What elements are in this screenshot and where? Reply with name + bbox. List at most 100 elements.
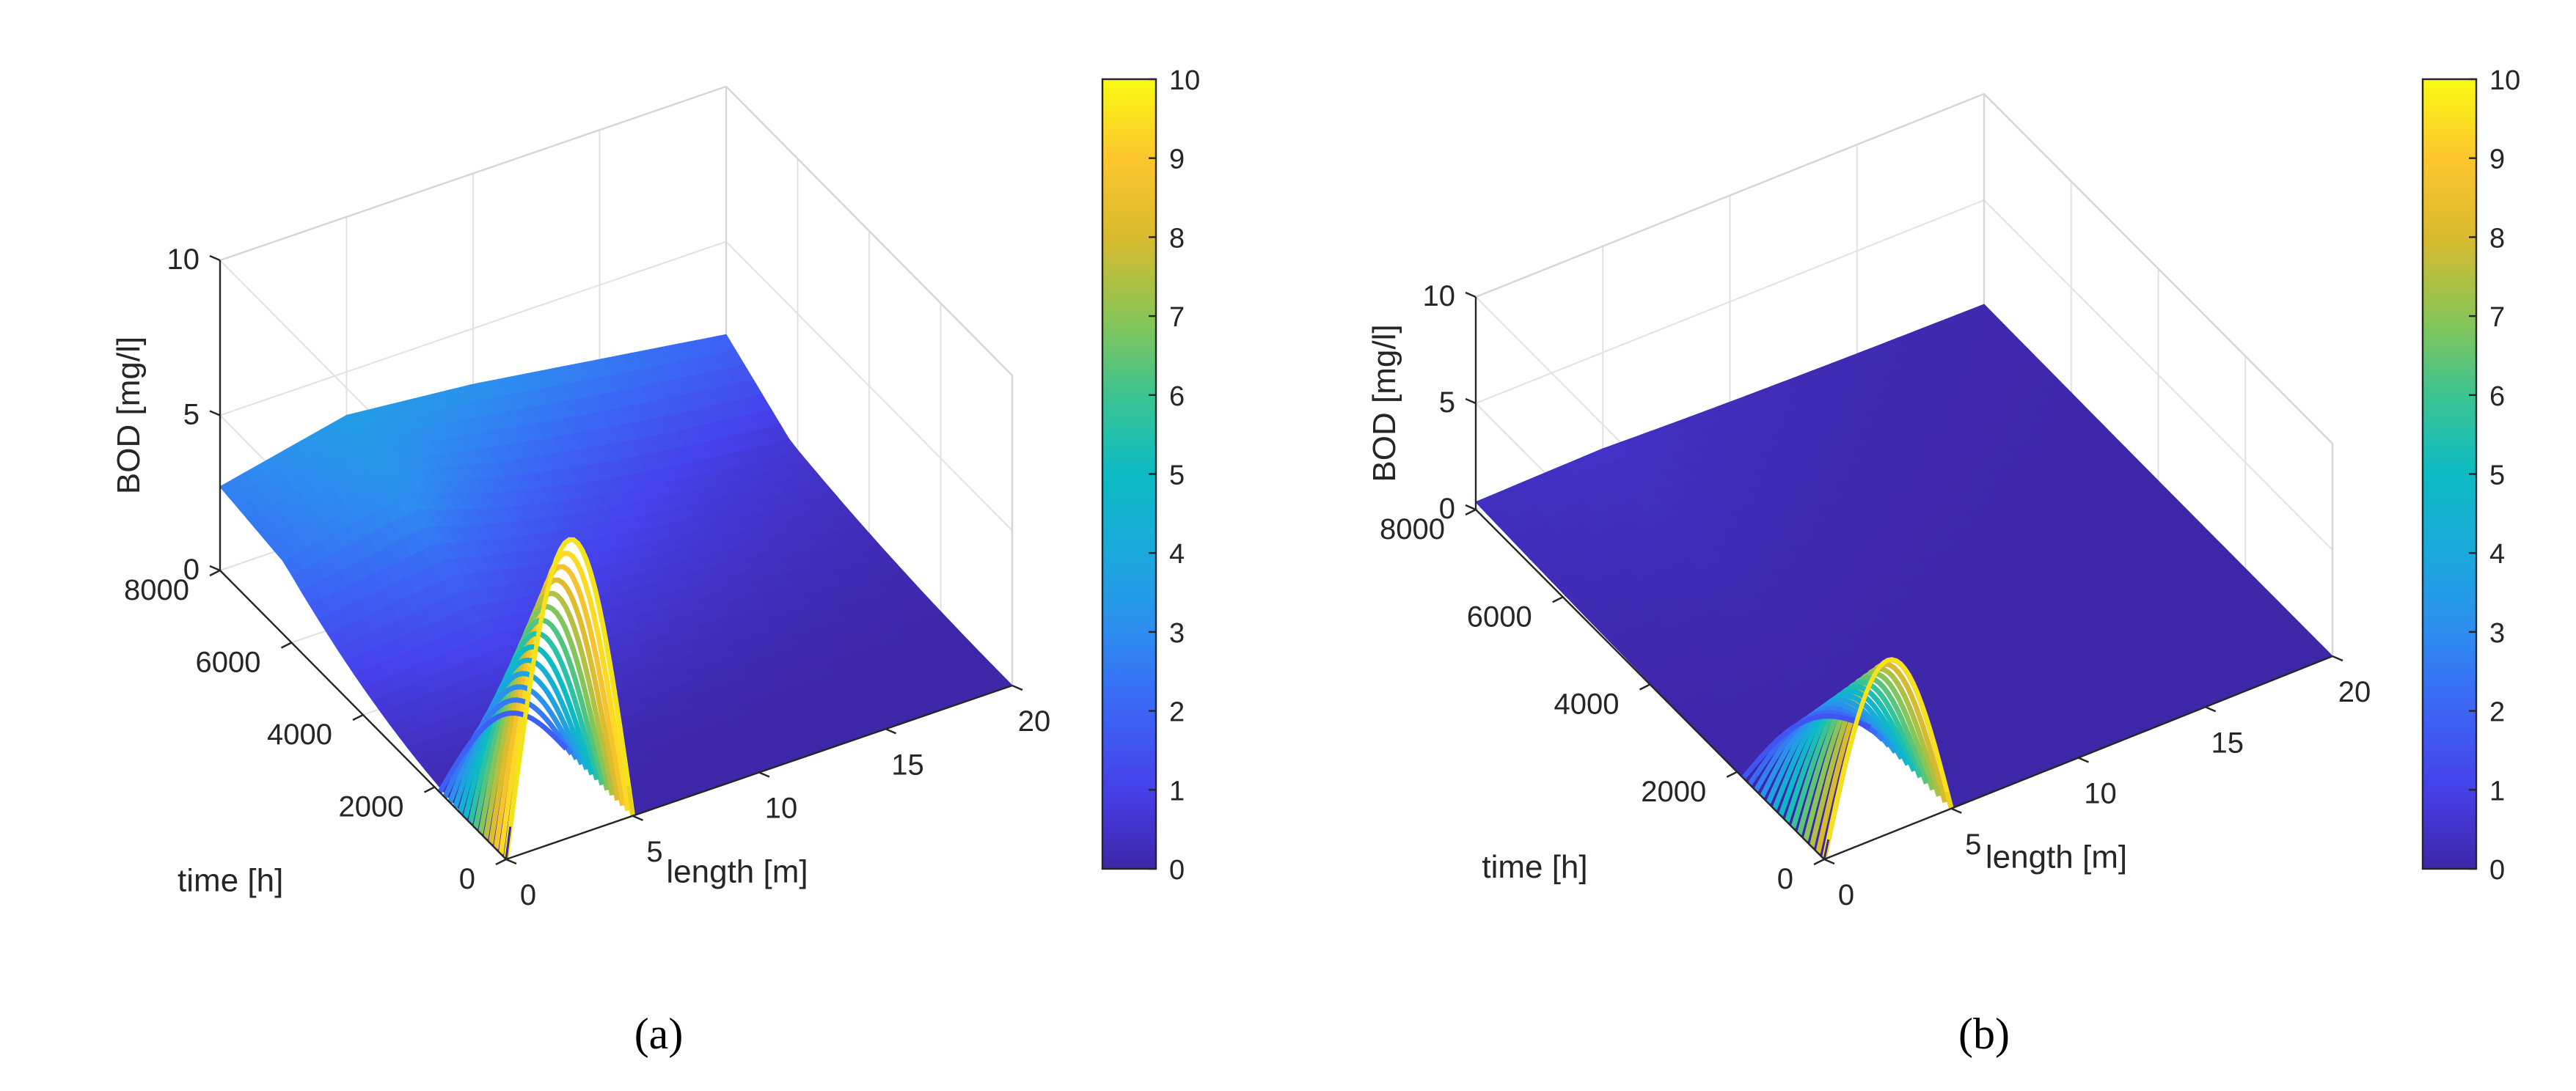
z-tick [1465, 504, 1477, 511]
source-plume-ribbon [1760, 702, 1892, 798]
z-tick-label: 5 [1439, 386, 1455, 419]
y-tick-label: 8000 [124, 574, 189, 606]
z-tick-label: 0 [183, 554, 200, 586]
colorbar-tick-label: 7 [2489, 302, 2505, 333]
y-tick-label: 0 [459, 863, 475, 895]
source-plume-ribbon [447, 684, 579, 804]
source-wall-edge [505, 826, 512, 860]
axis-box-edge [219, 85, 1014, 686]
colorbar-tick-label: 7 [1169, 302, 1185, 333]
z-tick-label: 5 [183, 399, 200, 431]
source-wall-edge [1823, 839, 1830, 860]
x-tick-label: 0 [1838, 879, 1854, 911]
colorbar-tick-label: 2 [2489, 697, 2505, 728]
colorbar-tick-label: 6 [2489, 381, 2505, 412]
y-tick [280, 642, 293, 649]
y-axis-title: time [h] [1482, 849, 1587, 885]
source-plume-ribbon [1803, 670, 1936, 842]
x-tick-label: 5 [1965, 829, 1981, 861]
source-plume-ribbon [1796, 675, 1929, 835]
source-plume-ribbon [1784, 684, 1917, 823]
x-tick-label: 10 [2084, 778, 2117, 810]
source-plume-ribbon [498, 551, 630, 855]
y-tick [423, 786, 436, 793]
colorbar-tick-label: 8 [1169, 223, 1185, 254]
y-tick [1552, 596, 1564, 603]
source-zone [1741, 657, 1954, 860]
y-tick-label: 0 [1777, 863, 1793, 895]
colorbar-tick-label: 1 [1169, 776, 1185, 807]
z-axis-title: BOD [mg/l] [111, 337, 147, 494]
colorbar: 0 1 2 3 4 5 6 7 8 9 10 [1101, 65, 1200, 886]
y-tick-label: 4000 [267, 719, 332, 751]
source-plume-ribbon [1765, 697, 1898, 804]
z-tick [209, 410, 221, 416]
colorbar-tick-label: 1 [2489, 776, 2505, 807]
z-tick [209, 254, 221, 262]
axis-box-edge [1475, 92, 2334, 656]
colorbar-tick-label: 4 [2489, 539, 2505, 570]
surface-patch [716, 334, 736, 352]
source-plume-ribbon [1741, 713, 1872, 780]
x-tick [505, 858, 517, 865]
y-tick [1639, 683, 1651, 691]
x-tick [1011, 684, 1023, 691]
x-tick-label: 10 [765, 793, 798, 825]
surface-patch [1973, 304, 1996, 320]
y-tick-label: 6000 [1467, 600, 1532, 633]
x-tick-label: 20 [1018, 705, 1051, 738]
y-tick [352, 713, 364, 721]
z-tick [209, 565, 221, 572]
colorbar-tick-label: 5 [1169, 460, 1185, 491]
source-plume-ribbon [437, 710, 568, 794]
gridline [219, 85, 1013, 376]
y-tick [1465, 508, 1477, 516]
x-tick-label: 20 [2338, 676, 2371, 708]
source-plume-ribbon [472, 617, 605, 829]
z-tick [1465, 397, 1477, 405]
x-tick-label: 15 [2211, 727, 2244, 759]
z-tick-label: 10 [1423, 280, 1456, 312]
x-tick [1823, 858, 1835, 865]
colorbar-tick-label: 9 [2489, 144, 2505, 175]
y-tick [1813, 858, 1825, 866]
x-axis-title: length [m] [1986, 840, 2127, 875]
caption-a: (a) [634, 1010, 684, 1058]
source-plume-crest [504, 537, 635, 860]
y-tick [495, 858, 507, 866]
source-plume-crest [1822, 657, 1954, 860]
colorbar-tick-label: 10 [2489, 65, 2520, 96]
source-plume-ribbon [1778, 688, 1911, 817]
z-axis-title: BOD [mg/l] [1366, 324, 1402, 482]
x-tick [2205, 706, 2217, 713]
colorbar-tick-label: 2 [1169, 697, 1185, 728]
y-tick [1726, 771, 1738, 778]
colorbar-tick-label: 4 [1169, 539, 1185, 570]
y-tick-label: 4000 [1554, 688, 1620, 721]
colorbar-tick-label: 0 [2489, 855, 2505, 886]
y-tick [209, 569, 221, 577]
source-plume-ribbon [467, 631, 600, 824]
colorbar-tick-label: 10 [1169, 65, 1200, 96]
x-tick [632, 815, 643, 821]
source-plume-ribbon [462, 644, 595, 819]
source-plume-ribbon [457, 657, 590, 814]
colorbar-tick-label: 3 [2489, 618, 2505, 649]
x-axis-title: length [m] [666, 854, 808, 890]
x-tick-label: 0 [520, 879, 536, 911]
colorbar-tick-label: 9 [1169, 144, 1185, 175]
source-wall-edge [626, 785, 634, 817]
colorbar-scale [2421, 78, 2478, 870]
colorbar-tick-label: 6 [1169, 381, 1185, 412]
z-tick-label: 10 [167, 243, 200, 276]
source-wall-edge [1945, 791, 1953, 809]
source-plume-ribbon [1771, 693, 1904, 811]
y-axis-title: time [h] [178, 862, 283, 898]
x-tick-label: 5 [646, 836, 662, 868]
colorbar: 0 1 2 3 4 5 6 7 8 9 10 [2421, 65, 2520, 886]
colorbar-tick-label: 8 [2489, 223, 2505, 254]
